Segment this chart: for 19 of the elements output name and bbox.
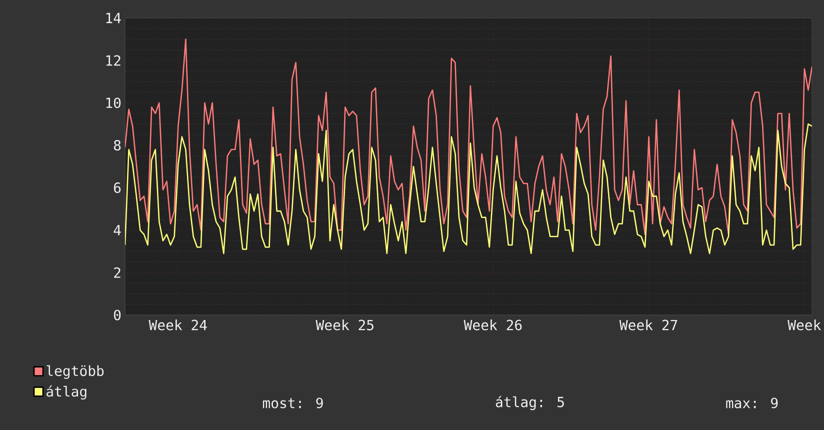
- x-tick-label: Week 25: [316, 320, 374, 330]
- x-tick-label: Week 24: [148, 320, 207, 330]
- y-tick-label: 10: [106, 98, 121, 108]
- y-tick-label: 12: [106, 55, 120, 66]
- y-tick-label: 4: [114, 225, 121, 236]
- x-tick-label: Week 26: [464, 320, 522, 330]
- y-tick-label: 8: [114, 140, 121, 151]
- y-tick-label: 2: [114, 267, 120, 278]
- line-series: [125, 38, 812, 236]
- text: átlag: 5: [496, 396, 564, 410]
- x-tick-label: Week 27: [619, 320, 678, 330]
- text: most: 9: [262, 398, 323, 408]
- y-tick-label: 14: [106, 12, 121, 24]
- legend-label: legtöbb: [46, 365, 104, 379]
- y-tick-label: 0: [114, 310, 121, 320]
- legend-label: átlag: [46, 385, 86, 400]
- text: max: 9: [726, 398, 778, 408]
- x-tick-label: Week: [788, 320, 822, 330]
- y-tick-label: 6: [114, 182, 121, 193]
